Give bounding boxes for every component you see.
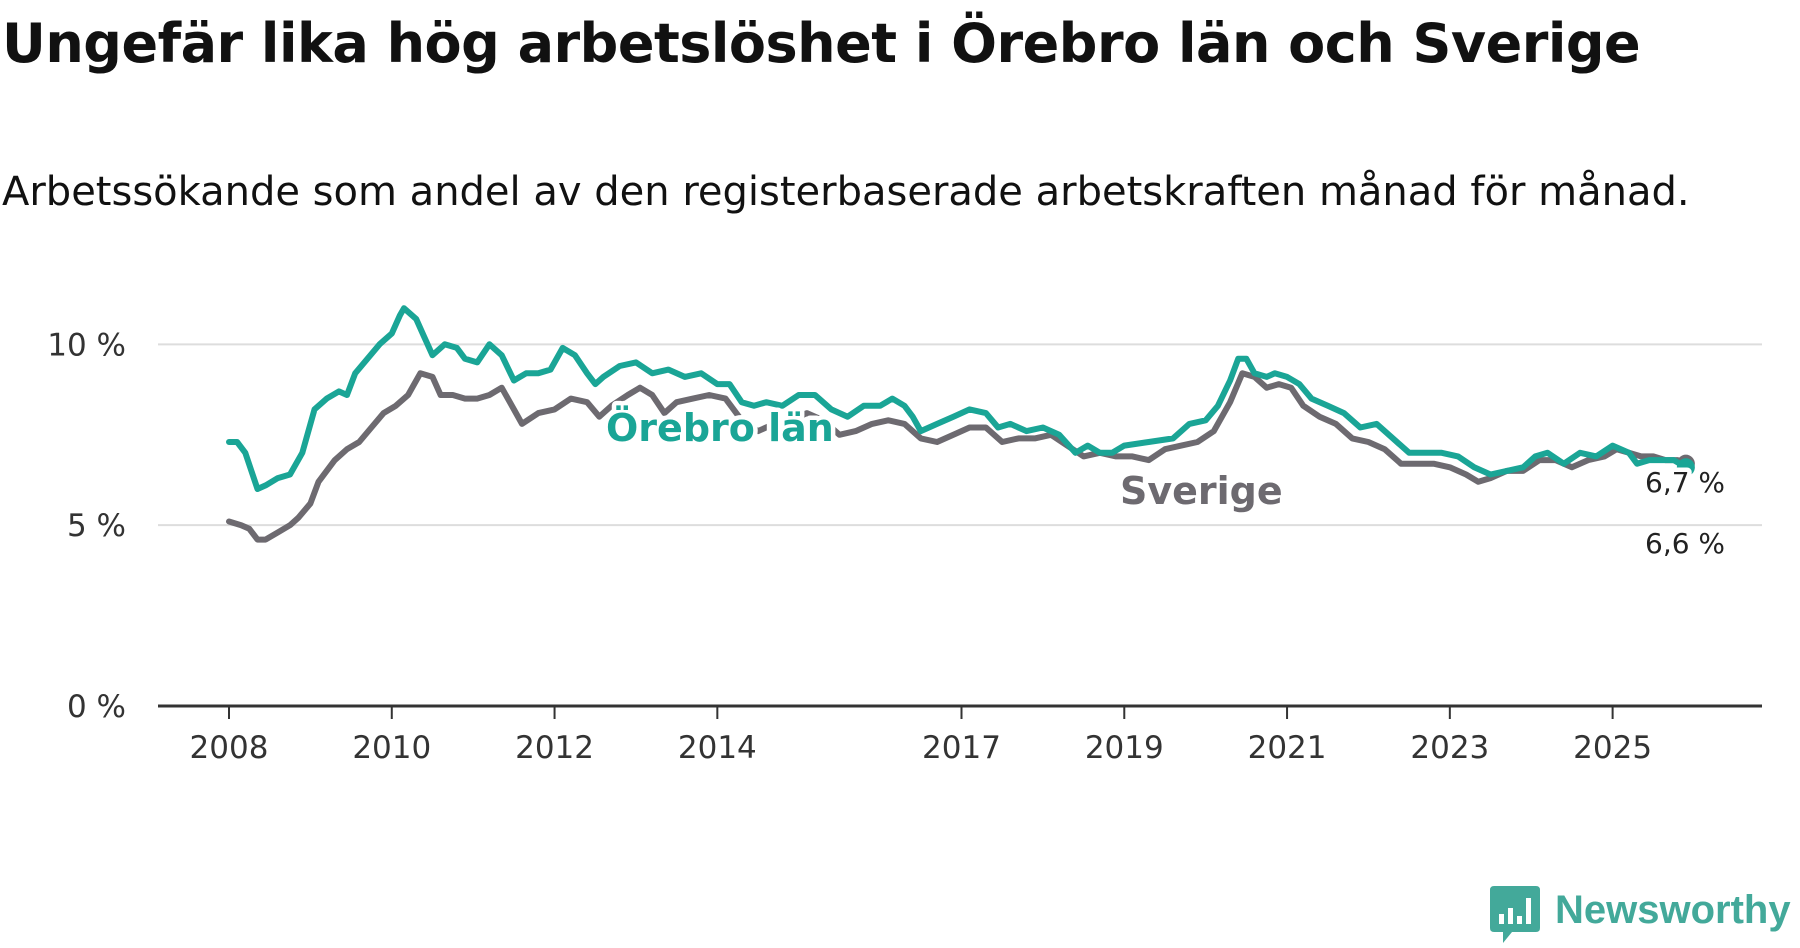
x-tick-label: 2023 [1410,730,1489,766]
orebro-series-label-halo: Örebro län [606,406,834,450]
orebro-line [226,305,1689,492]
sverige-end-label: 6,7 %6,7 % [1641,462,1730,504]
newsworthy-brand: Newsworthy [1490,886,1791,944]
logo-bar-1 [1499,914,1504,924]
sverige-series-label-text: Sverige [1120,469,1283,513]
orebro-end-label: 6,6 %6,6 % [1641,523,1730,565]
newsworthy-logo-icon [1490,886,1540,943]
sverige-end-label-text: 6,7 % [1645,466,1725,499]
logo-bar-3 [1517,916,1522,924]
y-axis-ticks: 0 % 5 % 10 % [47,327,126,725]
x-tick-label: 2010 [352,730,431,766]
gridlines [158,343,1762,708]
x-tick-label: 2017 [922,730,1001,766]
orebro-series-label-text: Örebro län [606,406,834,450]
chart-title: Ungefär lika hög arbetslöshet i Örebro l… [2,12,1641,75]
sverige-end-label-halo: 6,7 % [1645,466,1725,499]
logo-bar-2 [1508,908,1513,924]
x-tick-label: 2025 [1573,730,1652,766]
x-axis-ticks: 2008 2010 2012 2014 2017 2019 2021 2023 2025 [190,706,1652,766]
series-lines [226,305,1695,543]
chart-subtitle: Arbetssökande som andel av den registerb… [2,169,1690,215]
x-tick-label: 2014 [678,730,757,766]
orebro-end-dot [1676,458,1695,477]
brand-name: Newsworthy [1555,888,1791,932]
x-tick-label: 2021 [1248,730,1327,766]
x-tick-label: 2012 [515,730,594,766]
y-tick-label: 10 % [47,327,126,363]
x-tick-label: 2008 [190,730,269,766]
orebro-end-label-halo: 6,6 % [1645,527,1725,560]
y-tick-label: 5 % [67,508,126,544]
x-tick-label: 2019 [1085,730,1164,766]
logo-bar-4 [1526,898,1531,924]
sverige-series-label-halo: Sverige [1120,469,1283,513]
logo-speech-bubble [1490,886,1540,943]
sverige-line [226,370,1689,543]
y-tick-label: 0 % [67,689,126,725]
orebro-end-label-text: 6,6 % [1645,527,1725,560]
line-chart: 0 %5 %10 % 2008 2010 2012 2014 2017 2019 2021 2… [47,305,1762,766]
